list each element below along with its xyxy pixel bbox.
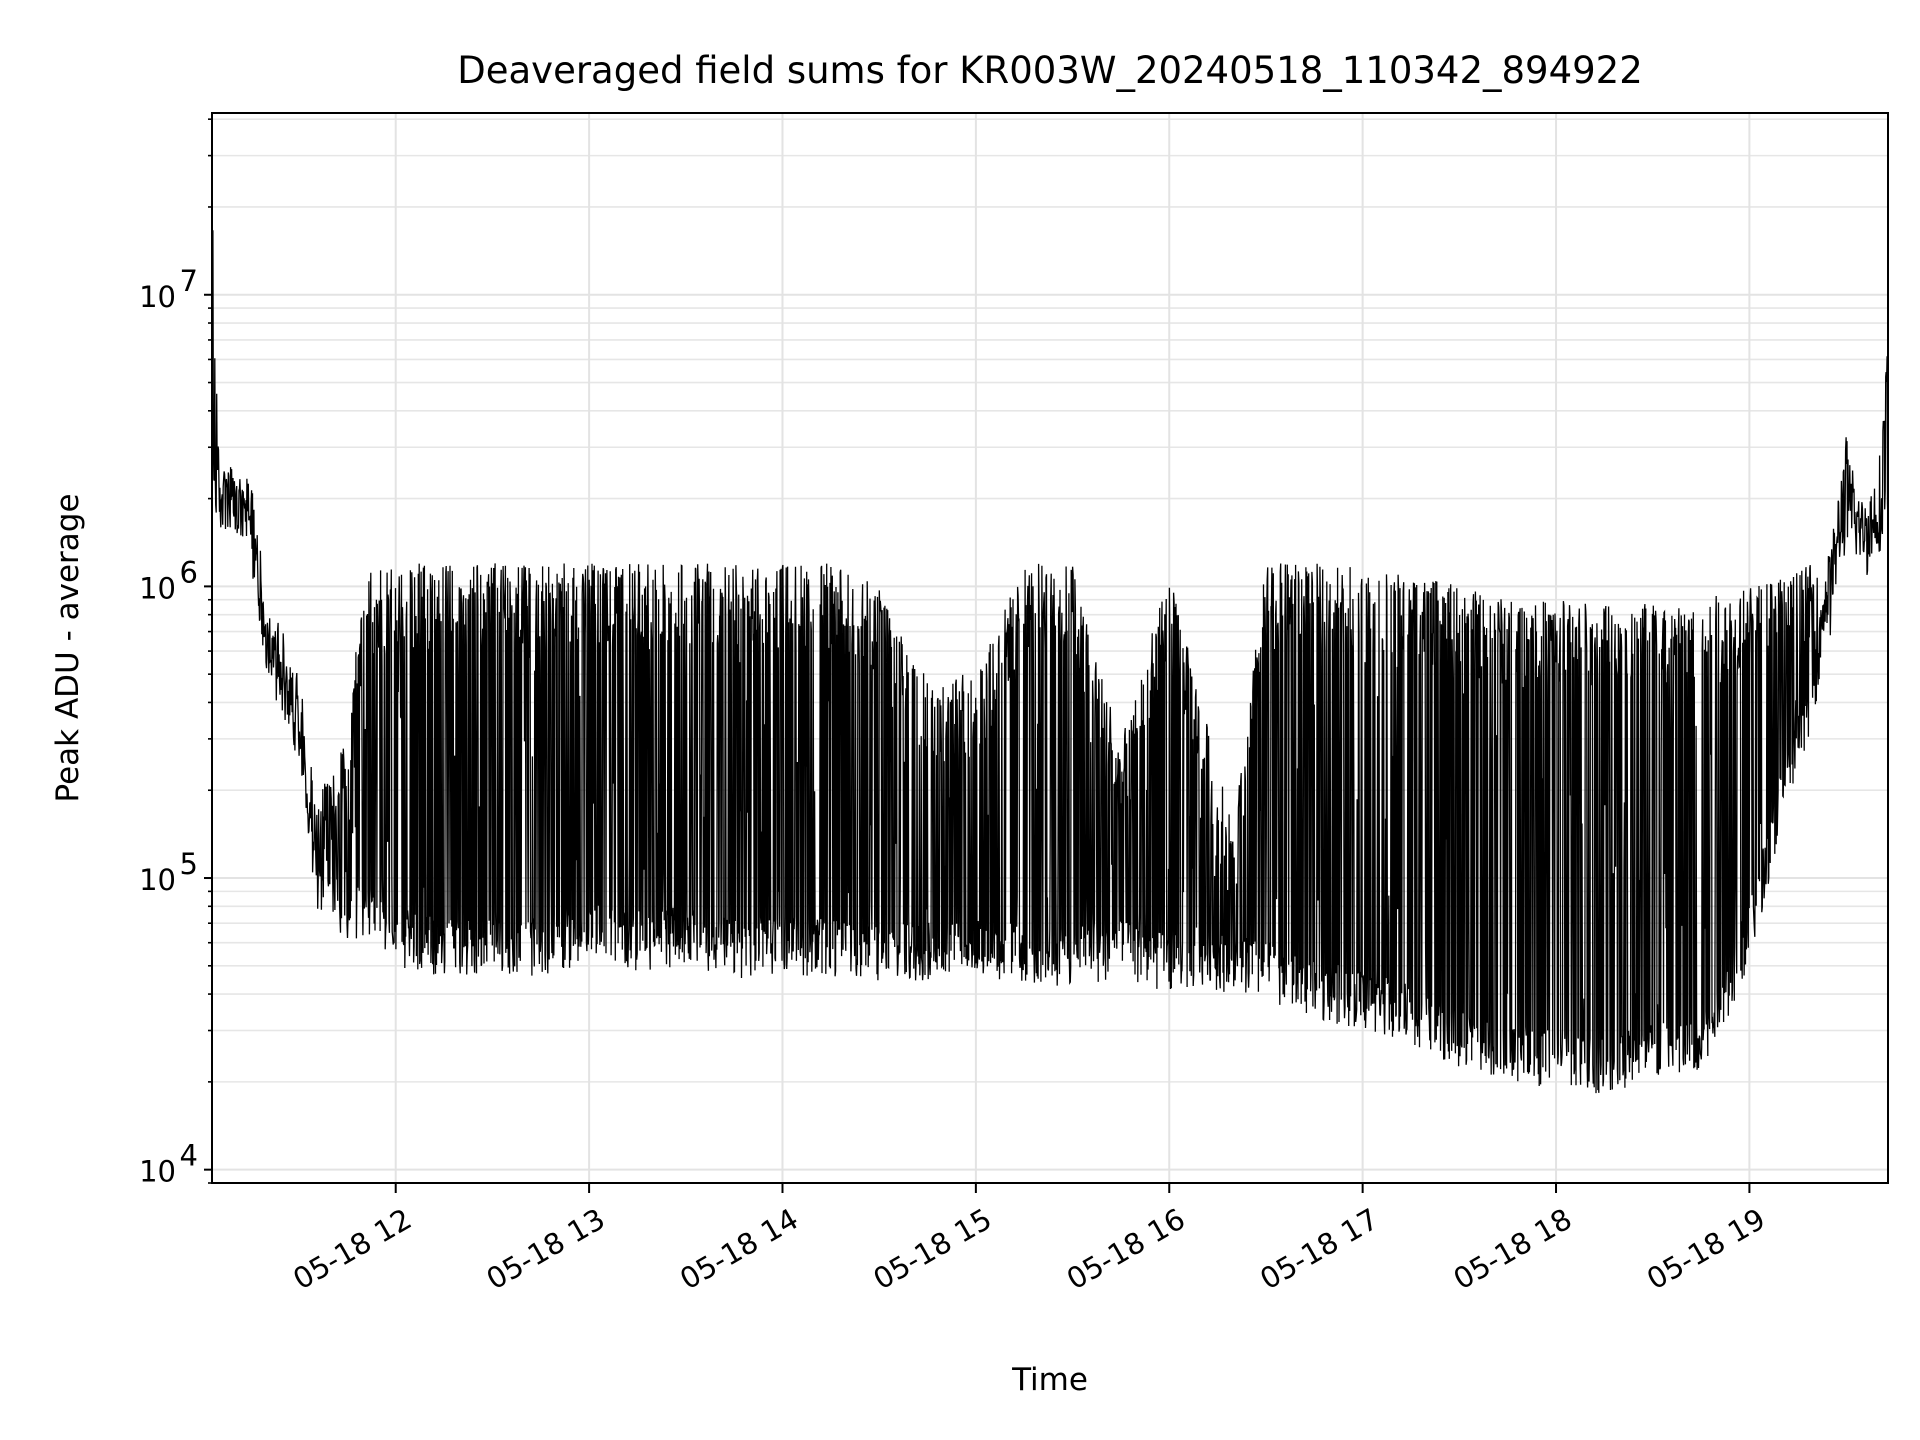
y-axis-label: Peak ADU - average	[50, 493, 86, 802]
x-tick-label: 05-18 19	[1641, 1202, 1771, 1297]
x-tick-label: 05-18 18	[1448, 1202, 1578, 1297]
plot-frame	[211, 112, 1889, 1184]
y-tick-exponent: 7	[180, 264, 198, 298]
x-tick-label: 05-18 13	[481, 1202, 611, 1297]
x-tick-label: 05-18 17	[1254, 1202, 1384, 1297]
chart-title: Deaveraged field sums for KR003W_2024051…	[457, 49, 1643, 92]
y-tick-exponent: 5	[180, 847, 198, 881]
y-tick-exponent: 6	[180, 555, 198, 589]
x-tick-label: 05-18 14	[674, 1202, 804, 1297]
x-tick-label: 05-18 12	[287, 1202, 417, 1297]
x-axis-label: Time	[1011, 1362, 1088, 1398]
x-tick-label: 05-18 15	[867, 1202, 997, 1297]
y-tick-label: 10	[139, 571, 176, 605]
y-tick-exponent: 4	[180, 1139, 198, 1173]
series-layer	[211, 230, 1889, 1094]
y-tick-label: 10	[139, 1155, 176, 1189]
y-tick-label: 10	[139, 863, 176, 897]
series-line	[211, 230, 1889, 1094]
y-tick-label: 10	[139, 280, 176, 314]
x-tick-label: 05-18 16	[1061, 1202, 1191, 1297]
